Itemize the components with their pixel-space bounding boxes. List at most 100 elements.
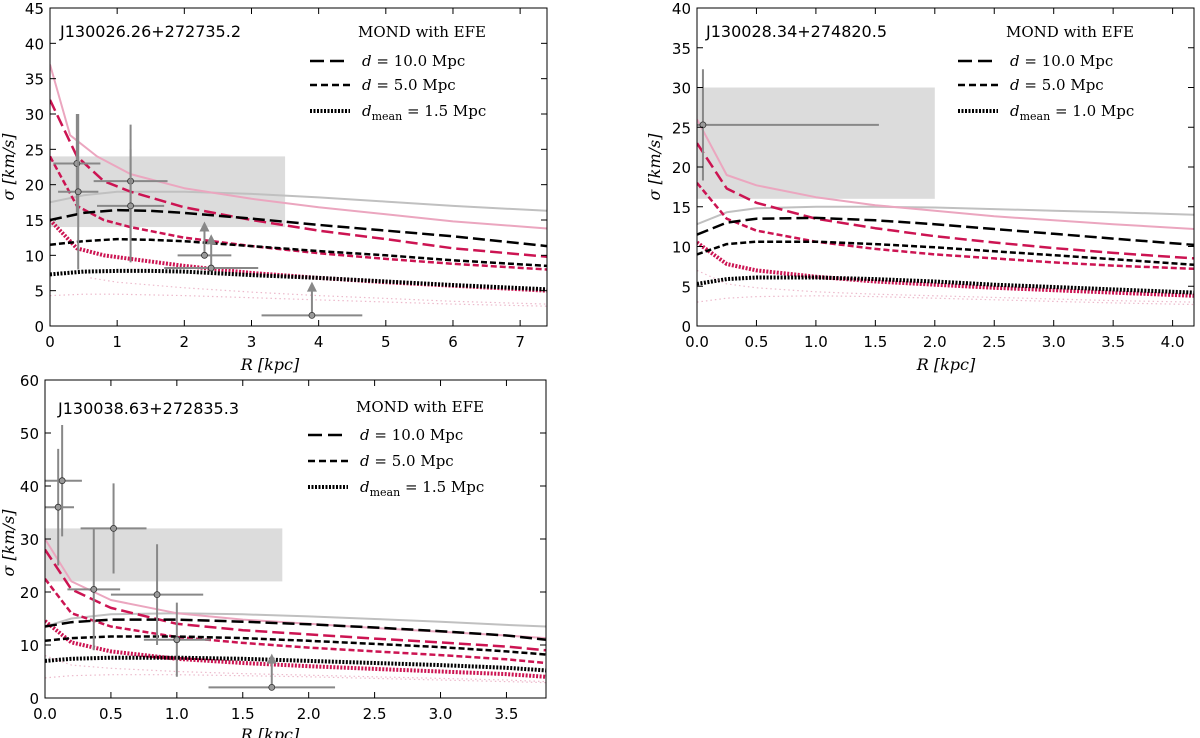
panel-3-legend-entry-3: dmean = 1.5 Mpc: [360, 478, 484, 499]
panel-3-x-tick-label: 2.0: [297, 705, 321, 723]
panel-2-y-tick-label: 30: [672, 80, 691, 98]
panel-2-x-tick-label: 3.5: [1101, 333, 1125, 351]
panel-1-data-point-1: [58, 114, 99, 270]
panel-1-legend-entry-1: d = 10.0 Mpc: [362, 52, 465, 70]
panel-2-series-1: [697, 118, 1194, 230]
panel-1-y-tick-label: 10: [25, 247, 44, 265]
panel-2-y-tick-label: 5: [681, 278, 691, 296]
panel-3-series-6: [45, 635, 546, 656]
panel-1-legend: MOND with EFE d = 10.0 Mpc d = 5.0 Mpc d…: [310, 23, 486, 123]
panel-2-legend: MOND with EFE d = 10.0 Mpc d = 5.0 Mpc d…: [958, 23, 1134, 123]
panel-1-x-tick-label: 0: [45, 333, 55, 351]
panel-3-legend: MOND with EFE d = 10.0 Mpc d = 5.0 Mpc d…: [308, 398, 484, 499]
panel-2-plot-area: [697, 69, 1194, 306]
panel-1-data-point-3: [97, 149, 165, 263]
panel-2-x-tick-label: 2.0: [923, 333, 947, 351]
panel-2-y-tick-label: 25: [672, 119, 691, 137]
panel-2-series-2: [697, 142, 1194, 260]
panel-2-y-tick-label: 40: [672, 0, 691, 18]
panel-1-data-point-5: [164, 234, 259, 272]
panel-1-y-tick-label: 30: [25, 106, 44, 124]
panel-3-x-tick-label: 1.5: [231, 705, 255, 723]
panel-1-y-tick-label: 15: [25, 212, 44, 230]
panel-3-x-tick-label: 0.0: [33, 705, 57, 723]
panel-2-title: J130028.34+274820.5: [705, 22, 887, 41]
panel-2-x-ticks: 0.0 0.5 1.0 1.5 2.0 2.5 3.0 3.5 4.0: [685, 8, 1185, 351]
panel-1-series-0: [50, 190, 547, 212]
panel-1-series-4: [50, 218, 547, 293]
panel-3-x-ticks: 0.0 0.5 1.0 1.5 2.0 2.5 3.0 3.5: [33, 380, 518, 723]
panel-2-x-tick-label: 2.5: [982, 333, 1006, 351]
panel-1-y-tick-label: 0: [34, 318, 44, 336]
panel-3-series-5: [45, 618, 546, 641]
panel-1-series-1: [50, 64, 547, 230]
panel-1-y-ticks: 0 5 10 15 20 25 30 35 40 45: [25, 0, 547, 336]
panel-2-legend-entry-1: d = 10.0 Mpc: [1010, 52, 1113, 70]
panel-1-y-tick-label: 20: [25, 177, 44, 195]
panel-1-y-tick-label: 40: [25, 35, 44, 53]
panel-3-y-tick-label: 30: [20, 531, 39, 549]
panel-1-x-tick-label: 7: [515, 333, 525, 351]
panel-3-x-tick-label: 3.0: [429, 705, 453, 723]
panel-3-frame: [44, 379, 547, 699]
panel-3-data-point-6: [208, 653, 336, 691]
panel-2-x-tick-label: 0.0: [685, 333, 709, 351]
panel-2-x-tick-label: 0.5: [745, 333, 769, 351]
panel-3-legend-entry-1: d = 10.0 Mpc: [360, 426, 463, 444]
panel-1-frame: [49, 7, 548, 327]
panel-2-series-0: [697, 205, 1194, 226]
panel-1-y-tick-label: 5: [34, 283, 44, 301]
panel-2-legend-title: MOND with EFE: [1006, 23, 1134, 41]
panel-1-series-7: [50, 268, 547, 292]
panel-2-y-tick-label: 10: [672, 239, 691, 257]
panel-2-ylabel: σ [km/s]: [645, 133, 664, 201]
panel-2-series-5: [697, 216, 1194, 247]
panel-1-series-8: [50, 293, 547, 307]
panel-3-y-tick-label: 10: [20, 637, 39, 655]
panel-3-series-3: [45, 578, 546, 665]
panel-2-series-4: [697, 240, 1194, 298]
panel-1-x-tick-label: 3: [247, 333, 257, 351]
panel-1-legend-title: MOND with EFE: [358, 23, 486, 41]
panel-3-series-4: [45, 619, 546, 679]
panel-1-legend-entry-3: dmean = 1.5 Mpc: [362, 102, 486, 123]
panel-1-series-5: [50, 208, 547, 248]
panel-3-y-tick-label: 50: [20, 425, 39, 443]
panel-3-legend-entry-2: d = 5.0 Mpc: [360, 452, 454, 470]
panel-3-series-8: [45, 674, 546, 684]
panel-3-legend-title: MOND with EFE: [356, 398, 484, 416]
panel-3-data-point-4: [110, 544, 204, 645]
panel-3-x-tick-label: 0.5: [99, 705, 123, 723]
panel-3-data-point-1: [45, 425, 82, 537]
panel-1-series-9: [90, 277, 547, 305]
panel-1-data-point-4: [177, 221, 232, 259]
panel-2-y-tick-label: 35: [672, 40, 691, 58]
panel-1-x-tick-label: 5: [381, 333, 391, 351]
panel-1-ylabel: σ [km/s]: [0, 133, 18, 201]
panel-3-y-tick-label: 60: [20, 372, 39, 390]
panel-2-frame: [696, 7, 1195, 327]
panel-3-y-tick-label: 40: [20, 478, 39, 496]
panel-2-legend-entry-3: dmean = 1.0 Mpc: [1010, 102, 1134, 123]
panel-1-y-tick-label: 35: [25, 71, 44, 89]
panel-2-x-tick-label: 3.0: [1042, 333, 1066, 351]
panel-3-x-tick-label: 3.5: [495, 705, 519, 723]
panel-3-x-tick-label: 1.0: [165, 705, 189, 723]
panel-1-x-tick-label: 1: [112, 333, 122, 351]
panel-3: 0.0 0.5 1.0 1.5 2.0 2.5 3.0 3.5 0 10 20 30 40 50 60 J…: [0, 372, 547, 738]
panel-2-y-tick-label: 20: [672, 159, 691, 177]
panel-3-shaded-region: [45, 528, 283, 582]
panel-1-data-point-6: [261, 281, 363, 319]
panel-1-title: J130026.26+272735.2: [59, 22, 241, 41]
panel-1-data-point-0: [53, 114, 101, 213]
panel-3-x-tick-label: 2.5: [363, 705, 387, 723]
panel-1-series-3: [50, 155, 547, 271]
panel-3-data-point-3: [67, 528, 121, 651]
panel-3-xlabel: R [kpc]: [240, 725, 300, 738]
panel-1-series-6: [50, 237, 547, 268]
panel-3-y-tick-label: 0: [29, 690, 39, 708]
panel-2-y-tick-label: 15: [672, 199, 691, 217]
panel-3-title: J130038.63+272835.3: [57, 399, 239, 418]
panel-2-y-ticks: 0 5 10 15 20 25 30 35 40: [672, 0, 1194, 336]
